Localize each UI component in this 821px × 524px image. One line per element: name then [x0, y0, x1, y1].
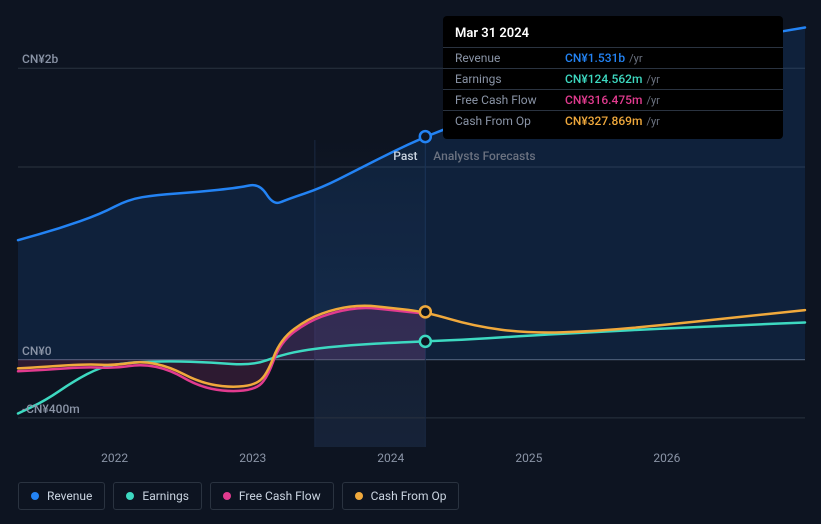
y-axis-tick: CN¥2b [22, 52, 58, 66]
legend-dot-icon [355, 492, 363, 500]
past-section-label: Past [393, 149, 417, 163]
tooltip-metric-label: Cash From Op [455, 114, 565, 128]
legend-dot-icon [126, 492, 134, 500]
forecast-section-label: Analysts Forecasts [433, 149, 535, 163]
tooltip-metric-value: CN¥1.531b [565, 51, 625, 65]
tooltip-metric-label: Free Cash Flow [455, 93, 565, 107]
x-axis-tick: 2023 [239, 451, 266, 465]
tooltip-row: Free Cash FlowCN¥316.475m/yr [443, 89, 783, 110]
tooltip-row: EarningsCN¥124.562m/yr [443, 68, 783, 89]
tooltip-metric-unit: /yr [646, 94, 659, 107]
tooltip-date: Mar 31 2024 [443, 24, 783, 47]
tooltip-metric-unit: /yr [629, 52, 642, 65]
tooltip-metric-value: CN¥327.869m [565, 114, 642, 128]
tooltip-metric-label: Earnings [455, 72, 565, 86]
tooltip-metric-value: CN¥124.562m [565, 72, 642, 86]
legend-item-free-cash-flow[interactable]: Free Cash Flow [210, 482, 334, 510]
legend-label: Free Cash Flow [239, 489, 321, 503]
tooltip-metric-unit: /yr [646, 115, 659, 128]
tooltip-row: RevenueCN¥1.531b/yr [443, 47, 783, 68]
legend-item-cash-from-op[interactable]: Cash From Op [342, 482, 460, 510]
legend-dot-icon [223, 492, 231, 500]
legend-item-earnings[interactable]: Earnings [113, 482, 202, 510]
financial-chart: CN¥2b CN¥0 -CN¥400m 2022 2023 2024 2025 2026 P… [0, 0, 821, 524]
legend-item-revenue[interactable]: Revenue [18, 482, 105, 510]
tooltip-row: Cash From OpCN¥327.869m/yr [443, 110, 783, 131]
legend-label: Earnings [142, 489, 189, 503]
x-axis-tick: 2022 [101, 451, 128, 465]
y-axis-tick: CN¥0 [22, 344, 52, 358]
legend-label: Cash From Op [371, 489, 447, 503]
tooltip-metric-unit: /yr [646, 73, 659, 86]
x-axis-tick: 2024 [377, 451, 404, 465]
legend-dot-icon [31, 492, 39, 500]
y-axis-tick: -CN¥400m [22, 402, 80, 416]
legend-label: Revenue [47, 489, 92, 503]
tooltip-metric-label: Revenue [455, 51, 565, 65]
tooltip-metric-value: CN¥316.475m [565, 93, 642, 107]
chart-legend: Revenue Earnings Free Cash Flow Cash From O… [18, 482, 459, 510]
data-tooltip: Mar 31 2024 RevenueCN¥1.531b/yrEarningsC… [443, 16, 783, 139]
x-axis-tick: 2026 [653, 451, 680, 465]
x-axis-tick: 2025 [515, 451, 542, 465]
